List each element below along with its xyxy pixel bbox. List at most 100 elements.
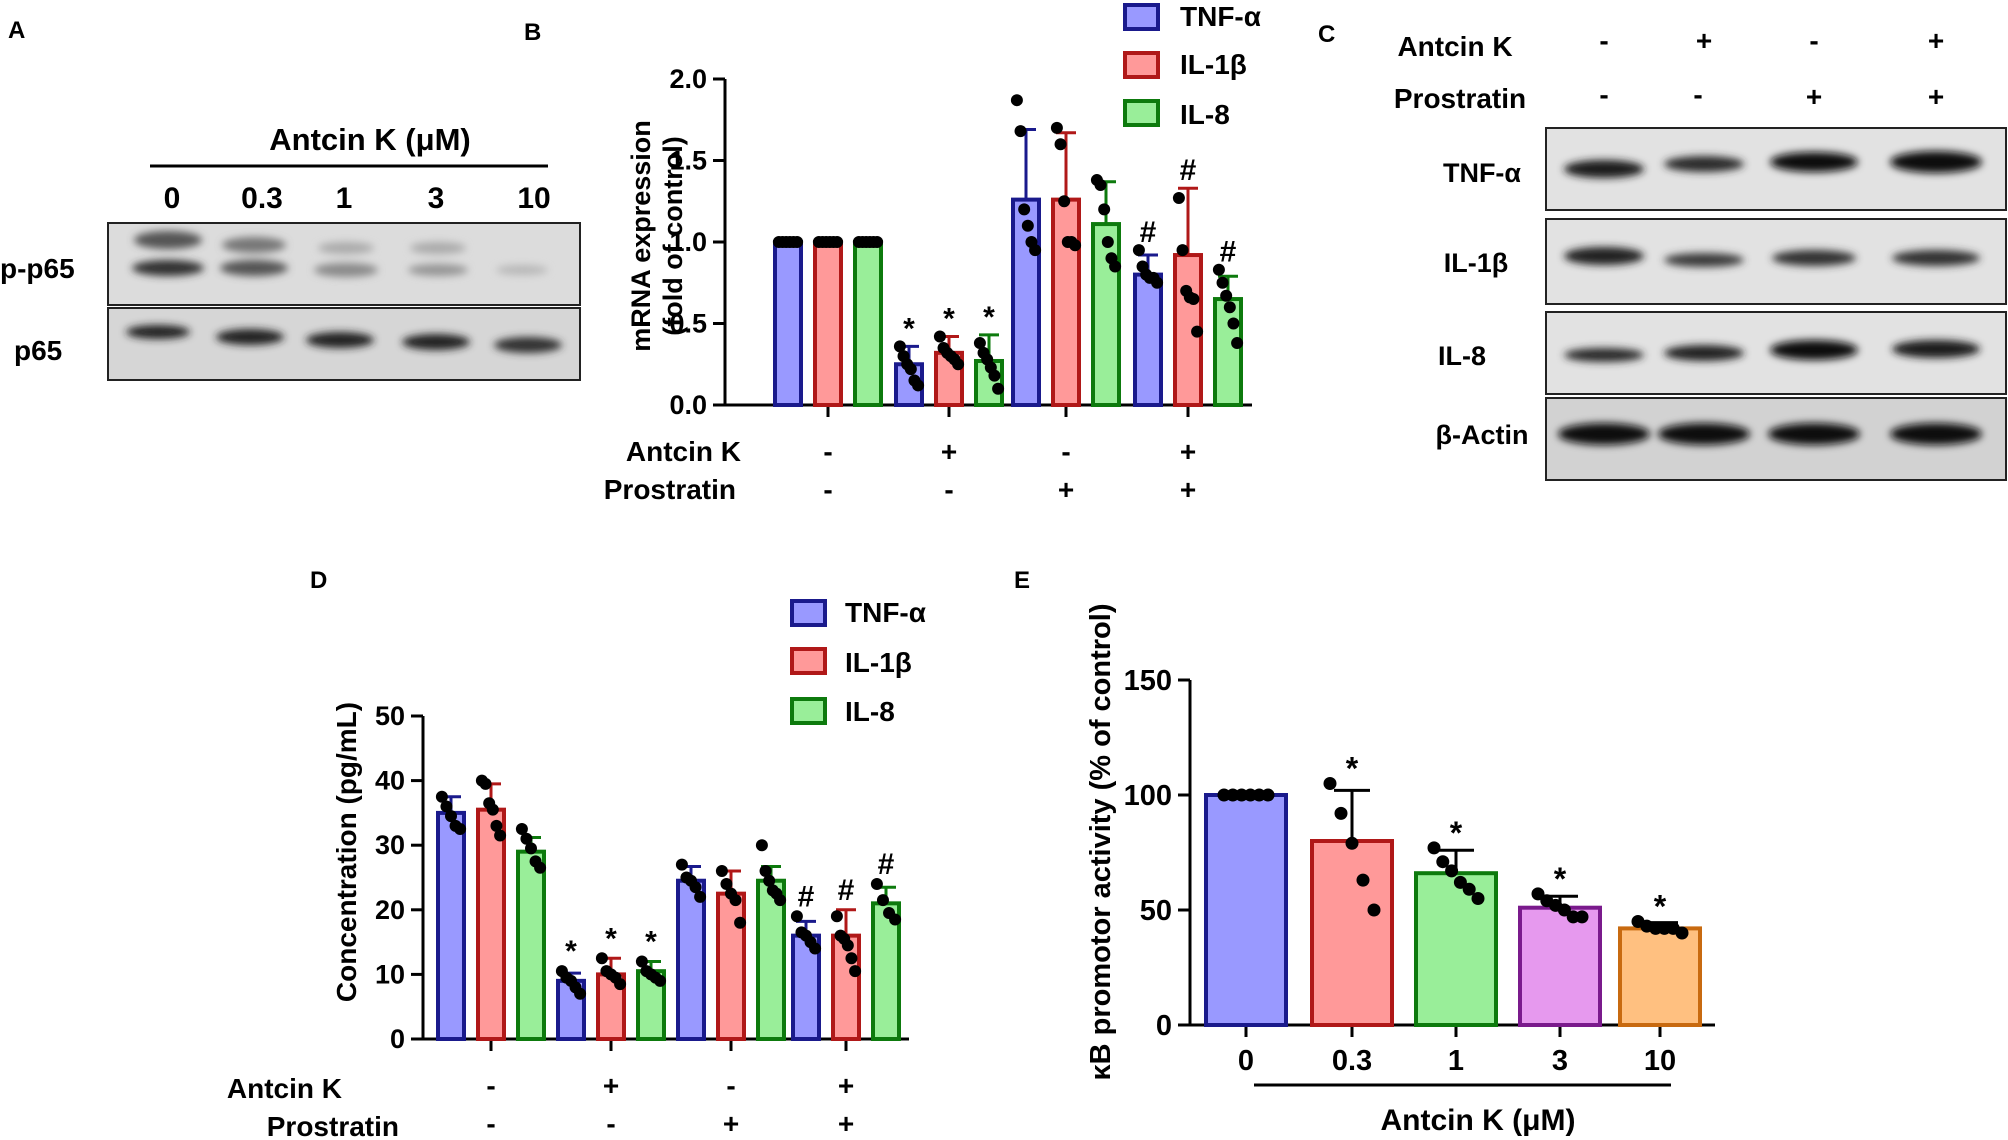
treatment-sign: - bbox=[726, 1070, 735, 1101]
y-tick-label: 2.0 bbox=[669, 64, 707, 94]
data-point bbox=[454, 823, 467, 836]
data-point bbox=[1675, 926, 1689, 940]
blot-band bbox=[1768, 423, 1860, 445]
blot-band bbox=[126, 325, 190, 339]
y-tick-label: 50 bbox=[1140, 895, 1172, 927]
legend-label-tnf: TNF-α bbox=[845, 597, 926, 628]
data-point bbox=[515, 823, 528, 836]
condition-sign: + bbox=[1696, 25, 1712, 56]
data-point bbox=[1445, 864, 1459, 878]
condition-sign: - bbox=[1809, 25, 1818, 56]
data-point bbox=[1531, 887, 1545, 901]
data-point bbox=[988, 369, 1001, 382]
blot-band bbox=[132, 260, 204, 276]
data-point bbox=[1212, 263, 1225, 276]
data-point bbox=[1054, 138, 1067, 151]
blot-band bbox=[408, 264, 468, 276]
data-point bbox=[614, 978, 627, 991]
treatment-sign: - bbox=[1061, 436, 1070, 467]
data-point bbox=[520, 832, 533, 845]
data-point bbox=[734, 916, 747, 929]
significance-mark: * bbox=[1346, 751, 1359, 787]
data-point bbox=[1101, 236, 1114, 248]
chart-d-legend: TNF-α IL-1β IL-8 bbox=[790, 597, 926, 727]
data-point bbox=[1462, 882, 1476, 896]
data-point bbox=[870, 877, 883, 890]
legend-swatch-il1b bbox=[790, 647, 827, 675]
bar bbox=[1518, 905, 1602, 1028]
data-point bbox=[1227, 317, 1240, 330]
blot-band bbox=[1564, 348, 1644, 362]
data-point bbox=[1216, 276, 1229, 289]
y-tick-label: 50 bbox=[375, 701, 405, 731]
chart-b-ylabel: mRNA expression bbox=[626, 120, 656, 352]
data-point bbox=[440, 800, 453, 813]
y-tick-label: 40 bbox=[375, 766, 405, 796]
condition-label: Prostratin bbox=[1394, 83, 1526, 114]
blot-band bbox=[220, 260, 288, 276]
blot-band bbox=[314, 263, 378, 277]
data-point bbox=[720, 877, 733, 890]
bar bbox=[1414, 871, 1498, 1028]
data-point bbox=[904, 363, 917, 376]
significance-mark: * bbox=[903, 312, 915, 345]
chart-d: D Concentration (pg/mL) Antcin K Prostra… bbox=[227, 567, 926, 1140]
treatment-row-label: Prostratin bbox=[267, 1111, 399, 1140]
blot-band bbox=[1564, 160, 1644, 178]
significance-mark: * bbox=[1554, 861, 1567, 897]
condition-sign: - bbox=[1693, 79, 1702, 110]
data-point bbox=[831, 236, 844, 248]
dose-label: 10 bbox=[517, 182, 550, 215]
data-point bbox=[694, 890, 707, 903]
panel-a: A Antcin K (μM) 0 0.3 1 3 10 p-p65 p65 bbox=[0, 17, 581, 381]
data-point bbox=[534, 861, 547, 874]
y-tick-label: 0.5 bbox=[669, 309, 707, 339]
data-point bbox=[486, 803, 499, 816]
blot-band bbox=[1564, 247, 1644, 265]
treatment-sign: + bbox=[1058, 474, 1074, 505]
data-point bbox=[774, 894, 787, 907]
data-point bbox=[830, 910, 843, 923]
treatment-sign: - bbox=[944, 474, 953, 505]
data-point bbox=[1172, 191, 1185, 204]
bar-tnf bbox=[1133, 272, 1163, 407]
data-point bbox=[635, 955, 648, 968]
data-point bbox=[654, 974, 667, 987]
bar-il1b bbox=[716, 891, 746, 1042]
data-point bbox=[1010, 94, 1023, 107]
data-point bbox=[1231, 337, 1244, 350]
blot-band bbox=[1664, 156, 1744, 172]
data-point bbox=[1187, 293, 1200, 306]
data-point bbox=[759, 865, 772, 878]
bar-il8 bbox=[516, 849, 546, 1041]
significance-mark: * bbox=[1654, 889, 1667, 925]
data-point bbox=[809, 942, 822, 955]
blot-a-title: Antcin K (μM) bbox=[269, 122, 471, 157]
x-tick-label: 1 bbox=[1448, 1045, 1464, 1077]
data-point bbox=[1575, 910, 1589, 924]
condition-sign: + bbox=[1928, 81, 1944, 112]
y-tick-label: 10 bbox=[375, 959, 405, 989]
significance-mark: # bbox=[1220, 236, 1237, 269]
data-point bbox=[435, 790, 448, 803]
y-tick-label: 30 bbox=[375, 830, 405, 860]
panel-c-bands bbox=[1558, 151, 1982, 445]
treatment-sign: - bbox=[606, 1108, 615, 1139]
treatment-sign: - bbox=[823, 436, 832, 467]
y-tick-label: 1.5 bbox=[669, 146, 707, 176]
bar-il8 bbox=[853, 240, 883, 407]
data-point bbox=[1176, 244, 1189, 257]
data-point bbox=[1323, 777, 1337, 790]
bar-tnf bbox=[436, 810, 466, 1042]
data-point bbox=[1261, 788, 1275, 802]
data-point bbox=[1069, 239, 1082, 252]
x-tick-label: 0 bbox=[1238, 1045, 1254, 1077]
panel-label-e: E bbox=[1014, 567, 1030, 594]
data-point bbox=[791, 236, 804, 248]
chart-d-ylabel: Concentration (pg/mL) bbox=[331, 702, 362, 1002]
panel-c: C Antcin K Prostratin - + - + - - + + TN… bbox=[1318, 21, 2007, 481]
treatment-sign: + bbox=[723, 1108, 739, 1139]
blot-band bbox=[1664, 253, 1744, 267]
blot-band bbox=[402, 334, 470, 350]
chart-e-xlabel: Antcin K (μM) bbox=[1381, 1104, 1576, 1137]
